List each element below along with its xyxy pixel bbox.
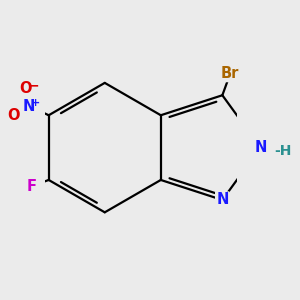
Text: Br: Br <box>221 66 239 81</box>
Text: -H: -H <box>274 144 292 158</box>
Text: O: O <box>7 108 20 123</box>
Text: F: F <box>27 179 37 194</box>
Text: N: N <box>254 140 267 155</box>
Text: −: − <box>28 78 40 92</box>
Text: O: O <box>20 81 32 96</box>
Text: +: + <box>31 98 40 108</box>
Text: N: N <box>23 99 35 114</box>
Text: N: N <box>216 193 229 208</box>
